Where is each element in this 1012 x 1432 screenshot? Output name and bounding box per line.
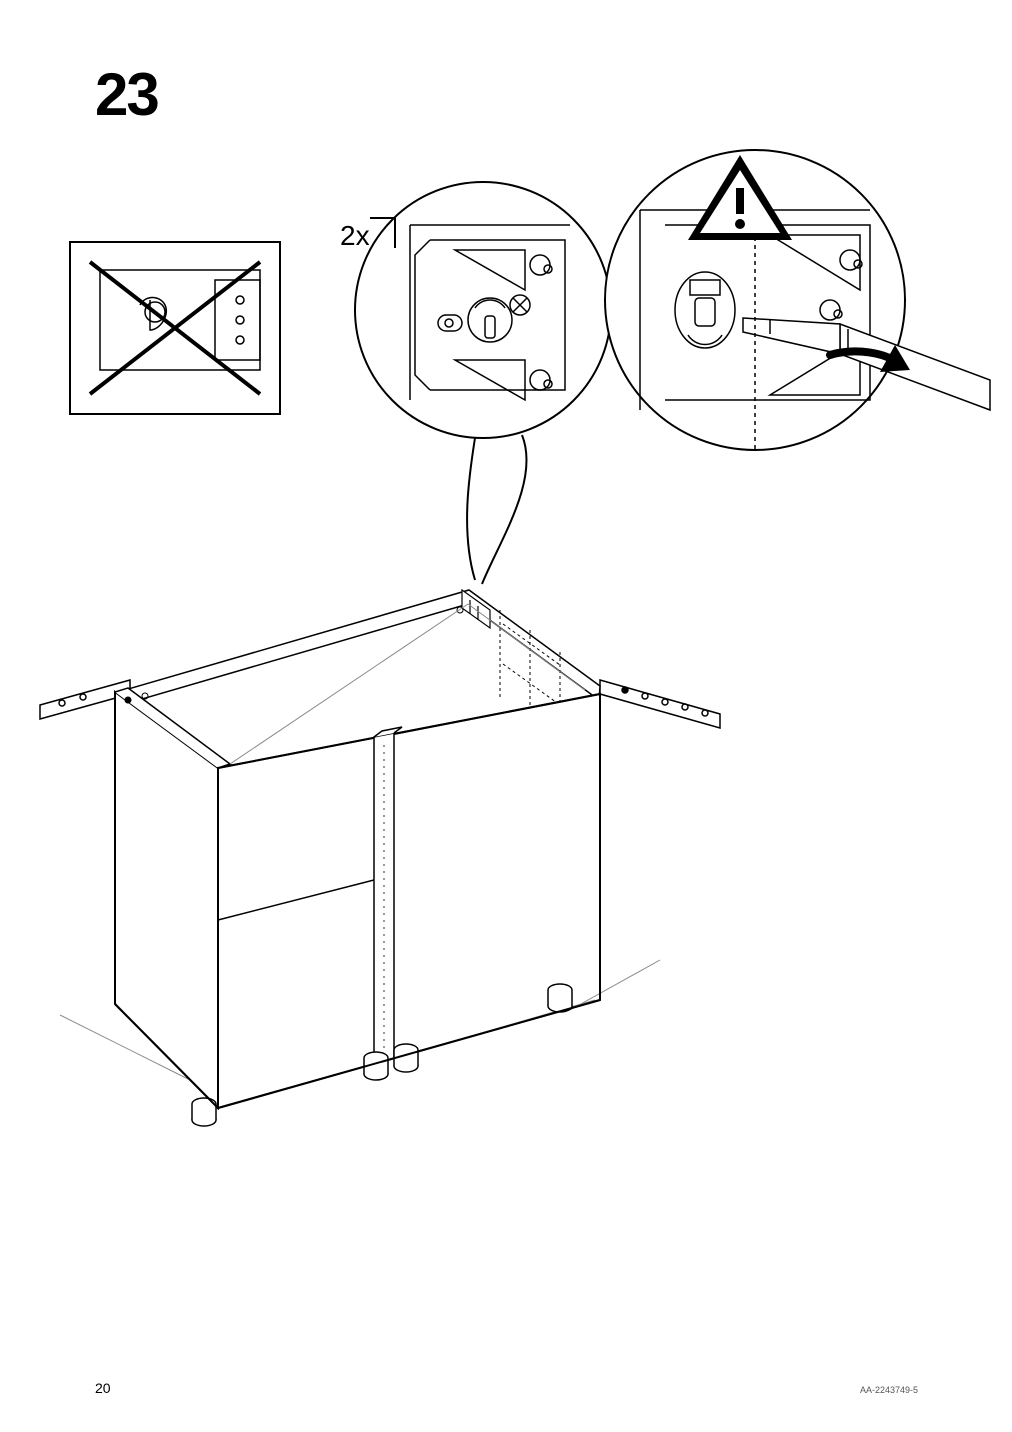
cabinet-assembly bbox=[40, 590, 720, 1126]
document-id: AA-2243749-5 bbox=[860, 1385, 918, 1395]
illustration-canvas bbox=[0, 0, 1012, 1432]
detail-circle-left bbox=[355, 182, 611, 584]
incorrect-example-box bbox=[70, 242, 280, 414]
page-number: 20 bbox=[95, 1380, 111, 1396]
assembly-instruction-page: 23 2x 124526 bbox=[0, 0, 1012, 1432]
detail-circle-right bbox=[605, 150, 990, 450]
